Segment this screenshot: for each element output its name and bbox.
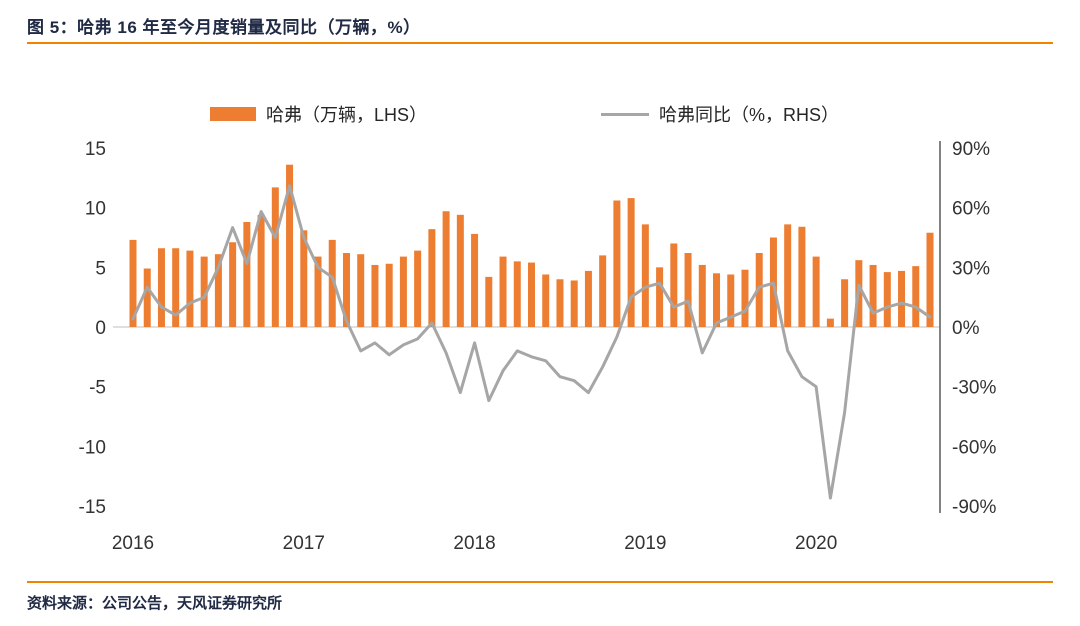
sales-bar [670,243,678,327]
x-axis-year-label: 2019 [624,533,666,554]
x-axis-year-label: 2017 [283,533,325,554]
sales-bar [129,239,137,327]
sales-bar [769,237,777,327]
sales-bar [727,274,735,327]
sales-bar [855,260,863,327]
sales-bar [883,272,891,327]
sales-bar [399,256,407,327]
sales-bar [485,276,493,327]
sales-bar [143,268,151,327]
sales-bar [428,229,436,327]
sales-bar [471,233,479,327]
line-swatch-icon [601,112,649,116]
right-axis-tick-label: -90% [952,497,996,518]
sales-bar [314,256,322,327]
legend-item-sales: 哈弗（万辆，LHS） [210,101,427,127]
sales-bar [741,269,749,327]
sales-bar [243,221,251,327]
sales-bar [656,267,664,327]
x-axis-year-label: 2020 [795,533,837,554]
sales-bar [414,250,422,327]
top-divider [27,42,1053,44]
right-axis-tick-label: 30% [952,258,990,279]
bar-swatch-icon [210,107,256,121]
right-axis-tick-label: 0% [952,318,980,339]
sales-bar [641,224,649,327]
left-axis-tick-label: 0 [95,318,106,339]
sales-bar [570,280,578,327]
sales-bar [826,318,834,327]
sales-bar [556,279,564,327]
sales-bar [684,253,692,327]
sales-bar [229,242,237,327]
right-axis-tick-label: 60% [952,199,990,220]
sales-bar [442,211,450,327]
sales-bar [257,214,265,327]
sales-bar [300,230,308,327]
sales-bar [499,256,507,327]
sales-bar [599,255,607,327]
sales-bar [456,214,464,327]
sales-bar [798,226,806,327]
legend-label-sales: 哈弗（万辆，LHS） [266,105,428,125]
sales-bar [926,232,934,327]
left-axis-tick-label: -5 [89,378,106,399]
x-axis-year-label: 2016 [112,533,154,554]
sales-bar [357,254,365,327]
sales-bar [200,256,208,327]
sales-bar [784,224,792,327]
sales-bar [869,264,877,327]
left-axis-tick-label: -10 [79,437,106,458]
sales-bar [613,200,621,327]
legend-label-yoy: 哈弗同比（%，RHS） [659,105,840,125]
sales-bar [528,262,535,327]
sales-bar [841,279,849,327]
source-note: 资料来源：公司公告，天风证券研究所 [27,595,283,612]
sales-bar [385,263,393,327]
legend-item-yoy: 哈弗同比（%，RHS） [601,101,839,127]
sales-bar [214,254,222,327]
sales-bar [157,248,165,327]
figure-title: 图 5：哈弗 16 年至今月度销量及同比（万辆，%） [27,18,421,37]
x-axis-year-label: 2018 [453,533,495,554]
sales-bar [542,274,550,327]
right-axis-tick-label: 90% [952,139,990,160]
sales-bar [371,264,379,327]
left-axis-tick-label: 10 [85,199,106,220]
sales-bar [271,187,279,327]
sales-bar [898,270,906,327]
sales-bar [328,239,336,327]
sales-bar [755,253,763,327]
sales-bar [698,264,706,327]
right-axis-tick-label: -30% [952,378,996,399]
sales-bar [627,198,635,327]
left-axis-tick-label: 5 [95,258,106,279]
right-axis-tick-label: -60% [952,437,996,458]
left-axis-tick-label: 15 [85,139,106,160]
sales-bar [172,248,180,327]
sales-bar [584,270,592,327]
sales-bar [286,164,294,327]
left-axis-tick-label: -15 [79,497,106,518]
sales-bar [713,273,721,327]
bottom-divider [27,581,1053,583]
yoy-line [131,184,932,500]
sales-bar [912,266,920,327]
sales-bar [342,253,350,327]
sales-bar [513,261,521,327]
sales-bar [186,250,194,327]
sales-bar [812,256,820,327]
